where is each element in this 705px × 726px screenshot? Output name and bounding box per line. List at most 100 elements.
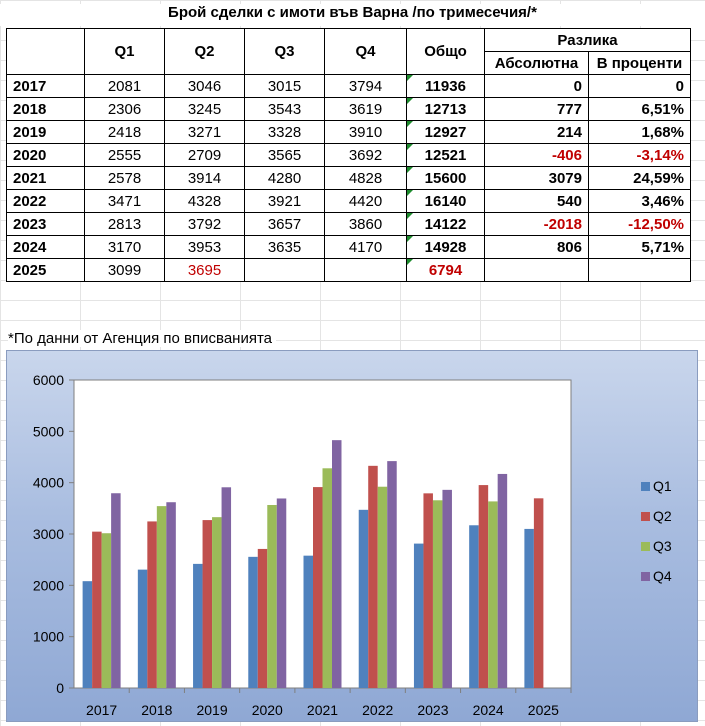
- abs-diff-cell: 0: [484, 74, 589, 98]
- legend-label: Q2: [653, 508, 672, 524]
- pct-diff-cell: [588, 258, 691, 282]
- q3-cell: 3657: [244, 212, 325, 236]
- pct-diff-cell: 24,59%: [588, 166, 691, 190]
- total-cell: 11936: [406, 74, 485, 98]
- cell-indicator-icon: [407, 98, 413, 104]
- q1-cell: 2813: [84, 212, 165, 236]
- bar-q4-2021: [332, 440, 342, 688]
- q3-cell: 3565: [244, 143, 325, 167]
- total-cell: 12927: [406, 120, 485, 144]
- legend-label: Q1: [653, 478, 672, 494]
- y-tick-label: 5000: [33, 423, 64, 439]
- cell-indicator-icon: [407, 121, 413, 127]
- total-cell: 12521: [406, 143, 485, 167]
- y-tick-label: 3000: [33, 526, 64, 542]
- bar-q3-2021: [322, 468, 332, 688]
- bar-q3-2024: [488, 501, 498, 688]
- bar-q4-2019: [221, 487, 232, 688]
- year-cell: 2017: [6, 74, 85, 98]
- x-tick-label: 2019: [196, 702, 227, 718]
- bar-q2-2019: [202, 520, 213, 688]
- abs-diff-cell: 540: [484, 189, 589, 213]
- bar-q2-2021: [313, 487, 323, 688]
- footnote: *По данни от Агенция по вписванията: [8, 330, 276, 347]
- abs-diff-cell: [484, 258, 589, 282]
- abs-diff-cell: -2018: [484, 212, 589, 236]
- y-tick-label: 0: [56, 680, 64, 696]
- q2-cell: 3271: [164, 120, 245, 144]
- year-cell: 2025: [6, 258, 85, 282]
- chart-svg: 0 1000 2000 3000 4000 5000 6000 2017 2018 2019 202…: [33, 372, 672, 718]
- y-tick-label: 4000: [33, 475, 64, 491]
- bar-q4-2023: [442, 489, 452, 688]
- bar-q3-2023: [432, 500, 443, 688]
- table-row: 2022 3471 4328 3921 4420 16140 540 3,46%: [6, 189, 691, 213]
- cell-indicator-icon: [407, 167, 413, 173]
- q1-cell: 3170: [84, 235, 165, 259]
- total-cell: 14928: [406, 235, 485, 259]
- q3-cell: 3015: [244, 74, 325, 98]
- abs-diff-cell: 214: [484, 120, 589, 144]
- x-tick-label: 2022: [362, 702, 393, 718]
- total-cell: 6794: [406, 258, 485, 282]
- bar-q2-2018: [147, 521, 157, 688]
- header-row: Q1 Q2 Q3 Q4 Общо Разлика: [6, 28, 691, 75]
- q4-cell: 3860: [324, 212, 407, 236]
- q2-cell: 3953: [164, 235, 245, 259]
- legend-swatch-q4: [641, 572, 650, 581]
- header-abs: Абсолютна: [484, 51, 589, 75]
- table-row: 2025 3099 3695 6794: [6, 258, 691, 282]
- year-cell: 2020: [6, 143, 85, 167]
- x-tick-label: 2017: [86, 702, 117, 718]
- table-row: 2021 2578 3914 4280 4828 15600 3079 24,59%: [6, 166, 691, 190]
- q2-cell: 2709: [164, 143, 245, 167]
- q4-cell: 4170: [324, 235, 407, 259]
- bar-q1-2020: [248, 556, 258, 688]
- header-q1: Q1: [84, 28, 165, 75]
- total-cell: 16140: [406, 189, 485, 213]
- bar-q4-2022: [387, 461, 397, 688]
- bar-q1-2021: [303, 555, 313, 688]
- legend-swatch-q1: [641, 482, 650, 491]
- bar-q2-2024: [478, 485, 489, 688]
- bar-q1-2023: [413, 543, 424, 688]
- q3-cell: 3635: [244, 235, 325, 259]
- total-cell: 14122: [406, 212, 485, 236]
- y-tick-label: 2000: [33, 577, 64, 593]
- bar-q1-2022: [358, 509, 369, 688]
- y-tick-label: 6000: [33, 372, 64, 388]
- data-table: Q1 Q2 Q3 Q4 Общо Разлика Абсолютна В про…: [6, 28, 691, 282]
- q1-cell: 2578: [84, 166, 165, 190]
- q1-cell: 3099: [84, 258, 165, 282]
- y-tick-label: 1000: [33, 629, 64, 645]
- legend-label: Q4: [653, 568, 672, 584]
- table-row: 2020 2555 2709 3565 3692 12521 -406 -3,14%: [6, 143, 691, 167]
- table-row: 2023 2813 3792 3657 3860 14122 -2018 -12,50%: [6, 212, 691, 236]
- q2-cell: 3914: [164, 166, 245, 190]
- q1-cell: 2306: [84, 97, 165, 121]
- header-q2: Q2: [164, 28, 245, 75]
- legend-swatch-q3: [641, 542, 650, 551]
- abs-diff-cell: 806: [484, 235, 589, 259]
- pct-diff-cell: -3,14%: [588, 143, 691, 167]
- bar-q4-2020: [276, 498, 287, 688]
- header-pct: В проценти: [588, 51, 691, 75]
- q1-cell: 2081: [84, 74, 165, 98]
- abs-diff-cell: 3079: [484, 166, 589, 190]
- pct-diff-cell: 6,51%: [588, 97, 691, 121]
- table-row: 2017 2081 3046 3015 3794 11936 0 0: [6, 74, 691, 98]
- legend-label: Q3: [653, 538, 672, 554]
- x-tick-label: 2018: [141, 702, 172, 718]
- table-row: 2019 2418 3271 3328 3910 12927 214 1,68%: [6, 120, 691, 144]
- bar-q3-2022: [377, 486, 388, 688]
- bar-q4-2018: [166, 502, 176, 688]
- bar-q3-2018: [156, 506, 167, 688]
- x-tick-label: 2021: [307, 702, 338, 718]
- bar-q2-2020: [257, 548, 268, 688]
- table-row: 2018 2306 3245 3543 3619 12713 777 6,51%: [6, 97, 691, 121]
- total-cell: 12713: [406, 97, 485, 121]
- q4-cell: 3794: [324, 74, 407, 98]
- header-diff: Разлика: [484, 28, 691, 52]
- x-tick-label: 2023: [417, 702, 448, 718]
- q4-cell: 3692: [324, 143, 407, 167]
